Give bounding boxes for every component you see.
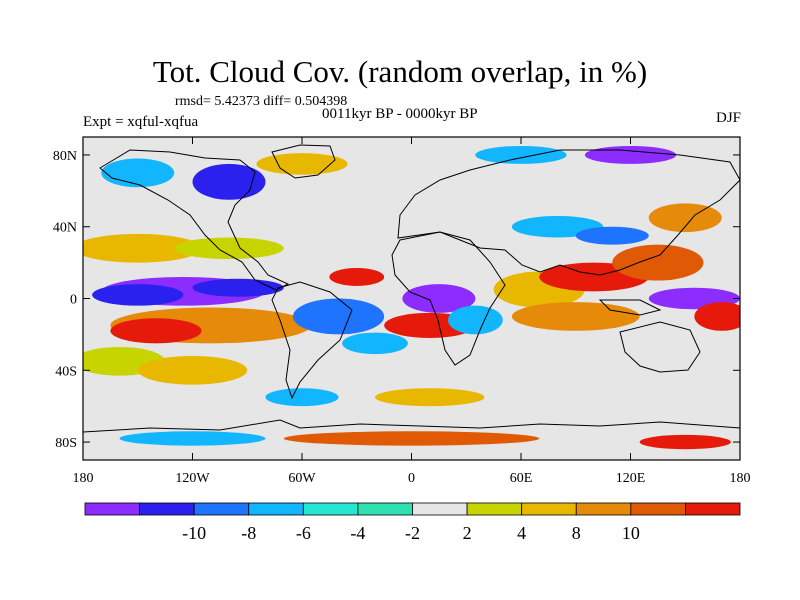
- experiment-label: Expt = xqful-xqfua: [83, 114, 199, 130]
- colorbar-label: -10: [182, 523, 206, 543]
- colorbar-swatch: [630, 502, 686, 516]
- colorbar-label: 10: [622, 523, 640, 543]
- lon-tick-label: 0: [408, 471, 415, 486]
- colorbar-swatch: [357, 502, 413, 516]
- lon-tick-label: 120E: [616, 471, 646, 486]
- colorbar-swatch: [521, 502, 577, 516]
- colorbar-label: -6: [296, 523, 311, 543]
- stats-text: rmsd= 5.42373 diff= 0.504398: [175, 94, 348, 109]
- colorbar-swatch: [84, 502, 140, 516]
- anomaly-blob: [192, 163, 266, 200]
- lat-tick-label: 0: [70, 293, 77, 308]
- lat-tick-label: 40N: [53, 221, 77, 236]
- lat-tick-label: 40S: [55, 364, 77, 379]
- colorbar-label: -2: [405, 523, 420, 543]
- anomaly-blob: [639, 434, 731, 450]
- anomaly-blob: [110, 318, 202, 344]
- anomaly-blob: [694, 302, 740, 331]
- anomaly-blob: [137, 355, 248, 385]
- anomaly-blob: [342, 332, 408, 355]
- anomaly-blob: [174, 237, 284, 260]
- colorbar-swatch: [193, 502, 250, 516]
- lon-tick-label: 180: [73, 471, 94, 486]
- season-label: DJF: [715, 110, 741, 126]
- colorbar-label: -4: [350, 523, 365, 543]
- anomaly-blob: [402, 284, 476, 313]
- colorbar-swatch: [466, 502, 523, 516]
- colorbar-label: 2: [463, 523, 472, 543]
- anomaly-blob: [265, 388, 339, 407]
- anomaly-blob: [292, 298, 385, 335]
- anomaly-blob: [101, 158, 175, 188]
- anomaly-blob: [448, 305, 503, 335]
- anomaly-blob: [584, 145, 677, 164]
- anomaly-blob: [92, 284, 184, 306]
- colorbar-swatch: [685, 502, 741, 516]
- lat-tick-label: 80S: [55, 436, 77, 451]
- latitude-axis: 80N 40N 0 40S 80S: [53, 149, 740, 451]
- anomaly-field: [83, 145, 740, 450]
- anomaly-blob: [283, 431, 540, 446]
- anomaly-blob: [511, 302, 640, 331]
- anomaly-blob: [119, 431, 266, 446]
- colorbar-swatch: [139, 502, 195, 516]
- colorbar-swatch: [302, 502, 359, 516]
- anomaly-blob: [192, 278, 284, 297]
- colorbar-swatch: [248, 502, 304, 516]
- lon-tick-label: 60E: [510, 471, 533, 486]
- anomaly-blob: [375, 388, 485, 407]
- anomaly-blob: [575, 226, 649, 245]
- colorbar-label: 4: [517, 523, 526, 543]
- coastlines: [83, 144, 740, 433]
- anomaly-blob: [329, 267, 385, 286]
- longitude-axis: 180 120W 60W 0 60E 120E 180: [73, 137, 751, 486]
- colorbar: -10 -8 -6 -4 -2 2 4 8 10: [84, 502, 741, 543]
- colorbar-swatch: [412, 502, 468, 516]
- period-text: 0011kyr BP - 0000kyr BP: [322, 106, 478, 122]
- colorbar-label: 8: [572, 523, 581, 543]
- anomaly-blob: [648, 203, 722, 233]
- map-title: Tot. Cloud Cov. (random overlap, in %): [152, 54, 648, 89]
- colorbar-label: -8: [241, 523, 256, 543]
- lon-tick-label: 60W: [288, 471, 316, 486]
- anomaly-blob: [475, 145, 567, 164]
- lon-tick-label: 120W: [175, 471, 210, 486]
- anomaly-blob: [612, 244, 704, 281]
- anomaly-blob: [83, 233, 202, 263]
- colorbar-swatch: [575, 502, 632, 516]
- lon-tick-label: 180: [730, 471, 751, 486]
- lat-tick-label: 80N: [53, 149, 77, 164]
